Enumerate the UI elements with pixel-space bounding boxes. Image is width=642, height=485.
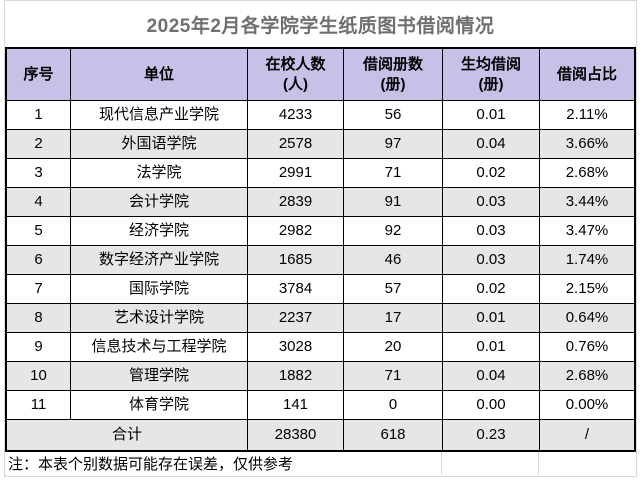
cell-seq: 2	[7, 130, 71, 159]
cell-unit: 法学院	[71, 159, 248, 188]
cell-per-student: 0.01	[443, 304, 540, 333]
col-header-per-student: 生均借阅 (册)	[443, 49, 540, 101]
borrowing-table: 序号 单位 在校人数 (人) 借阅册数 (册) 生均借阅 (册) 借阅占比 1 现代信…	[5, 47, 636, 452]
cell-enrolled: 2839	[248, 188, 344, 217]
cell-seq: 7	[7, 275, 71, 304]
total-borrowed: 618	[344, 420, 443, 450]
cell-enrolled: 141	[248, 391, 344, 420]
cell-per-student: 0.02	[443, 159, 540, 188]
col-header-seq: 序号	[7, 49, 71, 101]
cell-borrowed: 71	[344, 362, 443, 391]
cell-enrolled: 1882	[248, 362, 344, 391]
cell-share: 3.66%	[540, 130, 634, 159]
cell-enrolled: 2237	[248, 304, 344, 333]
cell-share: 3.47%	[540, 217, 634, 246]
total-per-student: 0.23	[443, 420, 540, 450]
cell-unit: 现代信息产业学院	[71, 101, 248, 130]
cell-seq: 11	[7, 391, 71, 420]
cell-per-student: 0.00	[443, 391, 540, 420]
cell-unit: 经济学院	[71, 217, 248, 246]
cell-enrolled: 4233	[248, 101, 344, 130]
title-row: 2025年2月各学院学生纸质图书借阅情况	[5, 1, 636, 47]
cell-per-student: 0.04	[443, 130, 540, 159]
cell-borrowed: 92	[344, 217, 443, 246]
cell-borrowed: 17	[344, 304, 443, 333]
cell-seq: 1	[7, 101, 71, 130]
cell-share: 2.68%	[540, 159, 634, 188]
cell-borrowed: 56	[344, 101, 443, 130]
cell-enrolled: 3784	[248, 275, 344, 304]
cell-unit: 信息技术与工程学院	[71, 333, 248, 362]
cell-per-student: 0.04	[443, 362, 540, 391]
cell-enrolled: 3028	[248, 333, 344, 362]
cell-unit: 体育学院	[71, 391, 248, 420]
cell-share: 0.64%	[540, 304, 634, 333]
cell-enrolled: 2982	[248, 217, 344, 246]
cell-seq: 6	[7, 246, 71, 275]
total-enrolled: 28380	[248, 420, 344, 450]
cell-seq: 3	[7, 159, 71, 188]
cell-unit: 管理学院	[71, 362, 248, 391]
table-note: 注：本表个别数据可能存在误差，仅供参考	[8, 455, 294, 473]
spreadsheet-area: 2025年2月各学院学生纸质图书借阅情况 序号 单位 在校人数 (人) 借阅册数(…	[4, 0, 637, 477]
cell-borrowed: 57	[344, 275, 443, 304]
cell-borrowed: 0	[344, 391, 443, 420]
note-row: 注：本表个别数据可能存在误差，仅供参考	[5, 452, 636, 476]
cell-unit: 外国语学院	[71, 130, 248, 159]
cell-share: 3.44%	[540, 188, 634, 217]
cell-share: 2.68%	[540, 362, 634, 391]
table-title: 2025年2月各学院学生纸质图书借阅情况	[146, 15, 495, 37]
cell-enrolled: 2578	[248, 130, 344, 159]
cell-per-student: 0.01	[443, 101, 540, 130]
cell-borrowed: 71	[344, 159, 443, 188]
cell-per-student: 0.03	[443, 188, 540, 217]
cell-share: 2.15%	[540, 275, 634, 304]
cell-borrowed: 46	[344, 246, 443, 275]
cell-seq: 10	[7, 362, 71, 391]
total-share: /	[540, 420, 634, 450]
cell-seq: 4	[7, 188, 71, 217]
cell-unit: 数字经济产业学院	[71, 246, 248, 275]
cell-unit: 艺术设计学院	[71, 304, 248, 333]
col-header-unit: 单位	[71, 49, 248, 101]
col-header-share: 借阅占比	[540, 49, 634, 101]
cell-per-student: 0.02	[443, 275, 540, 304]
cell-share: 0.00%	[540, 391, 634, 420]
cell-share: 2.11%	[540, 101, 634, 130]
col-header-borrowed: 借阅册数 (册)	[344, 49, 443, 101]
cell-borrowed: 91	[344, 188, 443, 217]
cell-share: 1.74%	[540, 246, 634, 275]
cell-unit: 会计学院	[71, 188, 248, 217]
cell-unit: 国际学院	[71, 275, 248, 304]
cell-share: 0.76%	[540, 333, 634, 362]
total-label: 合计	[7, 420, 248, 450]
cell-borrowed: 20	[344, 333, 443, 362]
col-header-enrolled: 在校人数 (人)	[248, 49, 344, 101]
cell-per-student: 0.03	[443, 217, 540, 246]
cell-enrolled: 1685	[248, 246, 344, 275]
cell-seq: 5	[7, 217, 71, 246]
cell-per-student: 0.03	[443, 246, 540, 275]
cell-seq: 8	[7, 304, 71, 333]
cell-per-student: 0.01	[443, 333, 540, 362]
cell-borrowed: 97	[344, 130, 443, 159]
cell-enrolled: 2991	[248, 159, 344, 188]
cell-seq: 9	[7, 333, 71, 362]
